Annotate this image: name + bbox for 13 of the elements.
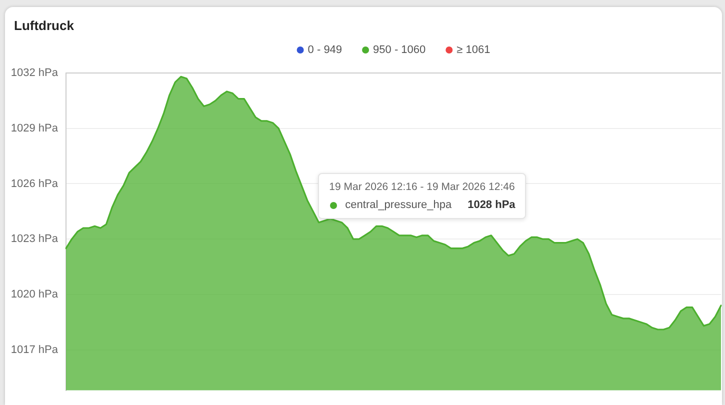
chart-title: Luftdruck	[14, 18, 74, 33]
annotation: central_pressure_hpa	[345, 198, 452, 212]
y-tick-label: 1029 hPa	[10, 122, 59, 134]
y-tick-label: 1017 hPa	[10, 344, 59, 356]
y-tick-label: 1020 hPa	[10, 288, 59, 300]
y-tick-label: 1032 hPa	[10, 67, 59, 80]
y-tick-label: 1026 hPa	[10, 178, 59, 190]
annotation: 19 Mar 2026 12:16 - 19 Mar 2026 12:46	[329, 180, 516, 194]
annotation: 1028 hPa	[466, 198, 516, 212]
y-tick-label: 1023 hPa	[10, 233, 59, 246]
legend-label: 950 - 1060	[373, 44, 426, 56]
legend-label: ≥ 1061	[456, 44, 490, 56]
legend-label: 0 - 949	[308, 44, 342, 56]
